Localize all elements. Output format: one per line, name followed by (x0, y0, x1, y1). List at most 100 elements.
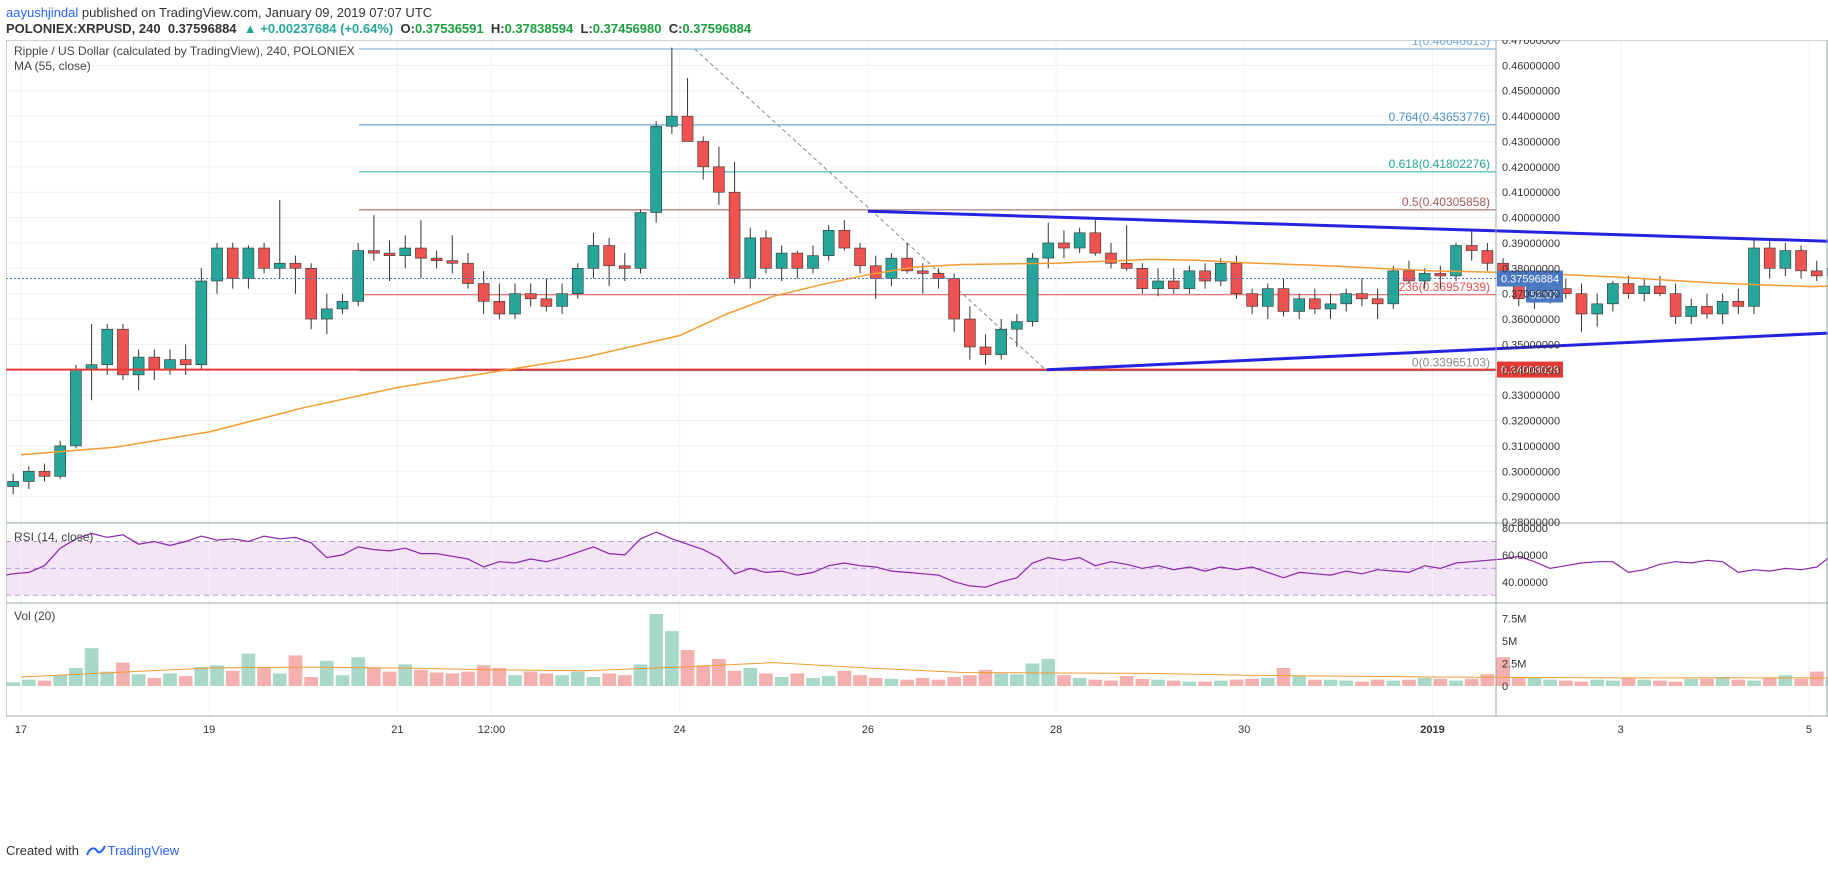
candle (1607, 281, 1619, 312)
volume-bar (1166, 680, 1181, 686)
candle (1748, 237, 1760, 314)
price-tick-label: 0.29000000 (1502, 492, 1560, 504)
candle-body (1262, 288, 1274, 307)
candle-body (1199, 270, 1211, 282)
candle (540, 278, 553, 312)
price-tick-label: 0.30000000 (1502, 466, 1560, 478)
volume-bar (1323, 679, 1338, 686)
candle (509, 283, 521, 320)
candle-body (1622, 283, 1635, 294)
volume-bar (445, 673, 460, 686)
volume-bar (116, 662, 130, 686)
candle (70, 364, 82, 449)
volume-bar (1558, 680, 1573, 686)
volume-bar (1480, 674, 1495, 686)
volume-tick-label: 7.5M (1502, 614, 1526, 626)
price-tick-label: 0.31000000 (1502, 441, 1560, 453)
volume-bar (1308, 679, 1322, 686)
candle-body (477, 283, 490, 302)
candle (619, 253, 631, 281)
candle (838, 220, 851, 251)
candle-body (948, 278, 960, 320)
time-tick-label: 2019 (1420, 724, 1444, 736)
candle-body (70, 369, 82, 447)
volume-bar (1433, 678, 1448, 686)
volume-bar (1339, 680, 1354, 686)
volume-bar (163, 673, 177, 686)
tradingview-link[interactable]: TradingView (107, 843, 180, 858)
volume-bar (22, 679, 36, 686)
volume-bar (1010, 674, 1024, 686)
candle-body (1669, 293, 1682, 317)
candle-body (321, 308, 333, 320)
candle (258, 242, 270, 274)
rsi-line (0, 531, 1828, 588)
volume-bar (1778, 675, 1793, 686)
candle-body (1716, 300, 1729, 315)
candle-body (1105, 252, 1117, 264)
volume-bar (382, 671, 397, 686)
volume-bar (931, 679, 946, 686)
candle-body (697, 141, 710, 168)
volume-bar (1590, 679, 1605, 686)
chart-frame[interactable]: 1(0.46646613) 0.764(0.43653776) 0.618(0.41… (0, 34, 1828, 855)
candle (1481, 242, 1494, 271)
volume-bar (1119, 676, 1134, 686)
candle-body (1277, 288, 1290, 312)
candle (791, 250, 804, 279)
candle (1434, 265, 1447, 289)
candle (493, 283, 506, 320)
price-tick-label: 0.28000000 (1502, 517, 1560, 529)
chart-svg[interactable]: 1(0.46646613) 0.764(0.43653776) 0.618(0.41… (0, 34, 1828, 855)
candle (1465, 230, 1478, 261)
time-tick-label: 21 (391, 724, 403, 736)
candle (524, 283, 537, 307)
rsi-tick-label: 40.00000 (1502, 577, 1548, 589)
candle (415, 220, 427, 279)
volume-bar (884, 678, 899, 686)
candle (1089, 220, 1102, 256)
candle-body (38, 470, 51, 477)
candle (352, 242, 364, 307)
candle (1073, 227, 1086, 254)
volume-bar (743, 668, 758, 686)
candle-body (1120, 262, 1133, 269)
volume-bar (806, 677, 820, 686)
fib-level-label: 0.5(0.40305858) (1402, 195, 1490, 209)
volume-bar (1731, 679, 1746, 686)
candle-body (1591, 303, 1603, 315)
volume-bar (633, 664, 648, 686)
candle-body (1638, 285, 1651, 294)
fib-level-label: 0.764(0.43653776) (1389, 110, 1490, 124)
candle (1152, 268, 1164, 297)
volume-tick-label: 0 (1502, 681, 1508, 693)
volume-bar (1653, 680, 1667, 686)
author-link[interactable]: aayushjindal (6, 5, 79, 20)
close-label: C: (668, 21, 683, 36)
trendline-upper (867, 209, 1828, 243)
volume-bar (1417, 677, 1432, 686)
candle-body (917, 270, 929, 274)
volume-bar (1025, 663, 1040, 686)
volume-bar (461, 671, 475, 686)
volume-bar (147, 677, 162, 686)
volume-bar (335, 675, 350, 686)
candle (1293, 293, 1305, 320)
candle-body (979, 346, 992, 355)
volume-bar (37, 680, 52, 686)
close-value: 0.37596884 (682, 21, 752, 36)
overlays: 0.34008028 0.37596884 52:07 (6, 209, 1828, 456)
countdown-tag (1526, 286, 1563, 303)
candle (1403, 260, 1415, 284)
price-tick-label: 0.32000000 (1502, 416, 1560, 428)
candle-body (540, 298, 553, 307)
candle (1622, 275, 1635, 299)
low-label: L: (580, 21, 593, 36)
support-price-label: 0.34008028 (1501, 365, 1559, 377)
candle-body (211, 247, 223, 282)
volume-bar (1762, 677, 1777, 686)
candle-body (634, 212, 647, 269)
volume-bar (1621, 677, 1636, 686)
volume-bar (1606, 680, 1620, 686)
footer: Created with TradingView (6, 843, 179, 859)
